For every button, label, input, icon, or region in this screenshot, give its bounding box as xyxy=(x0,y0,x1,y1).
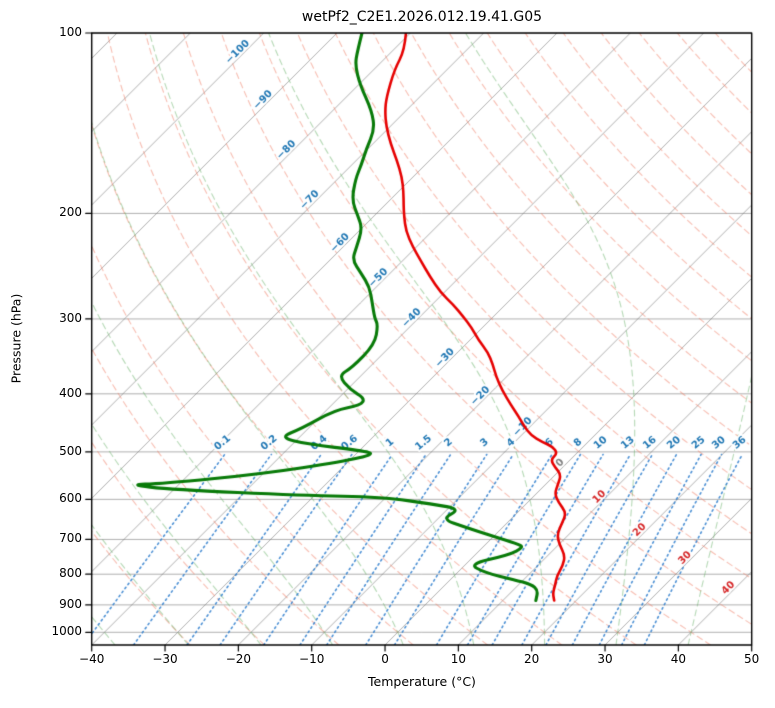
x-tick-label: −20 xyxy=(225,652,252,666)
x-tick-label: 10 xyxy=(450,652,466,666)
y-tick-label: 500 xyxy=(59,443,82,458)
y-tick-label: 700 xyxy=(59,531,82,546)
x-tick-label: −40 xyxy=(79,652,105,666)
x-tick-label: 0 xyxy=(381,652,389,666)
y-tick-label: 1000 xyxy=(51,624,82,639)
y-tick-label: 200 xyxy=(59,205,82,220)
x-tick-label: −30 xyxy=(152,652,178,666)
y-tick-label: 800 xyxy=(59,566,82,581)
x-tick-label: −10 xyxy=(299,652,325,666)
y-tick-label: 300 xyxy=(59,310,82,325)
y-tick-label: 100 xyxy=(59,25,82,39)
chart-title: wetPf2_C2E1.2026.012.19.41.G05 xyxy=(301,9,543,25)
x-tick-label: 40 xyxy=(670,652,686,666)
x-axis-label: Temperature (°C) xyxy=(368,674,476,689)
y-axis-label: Pressure (hPa) xyxy=(8,293,24,384)
y-tick-label: 600 xyxy=(59,491,82,506)
y-tick-label: 400 xyxy=(59,385,82,400)
y-tick-label: 900 xyxy=(59,596,82,611)
x-tick-label: 20 xyxy=(524,652,540,666)
x-tick-label: 30 xyxy=(597,652,613,666)
x-tick-label: 50 xyxy=(744,652,760,666)
